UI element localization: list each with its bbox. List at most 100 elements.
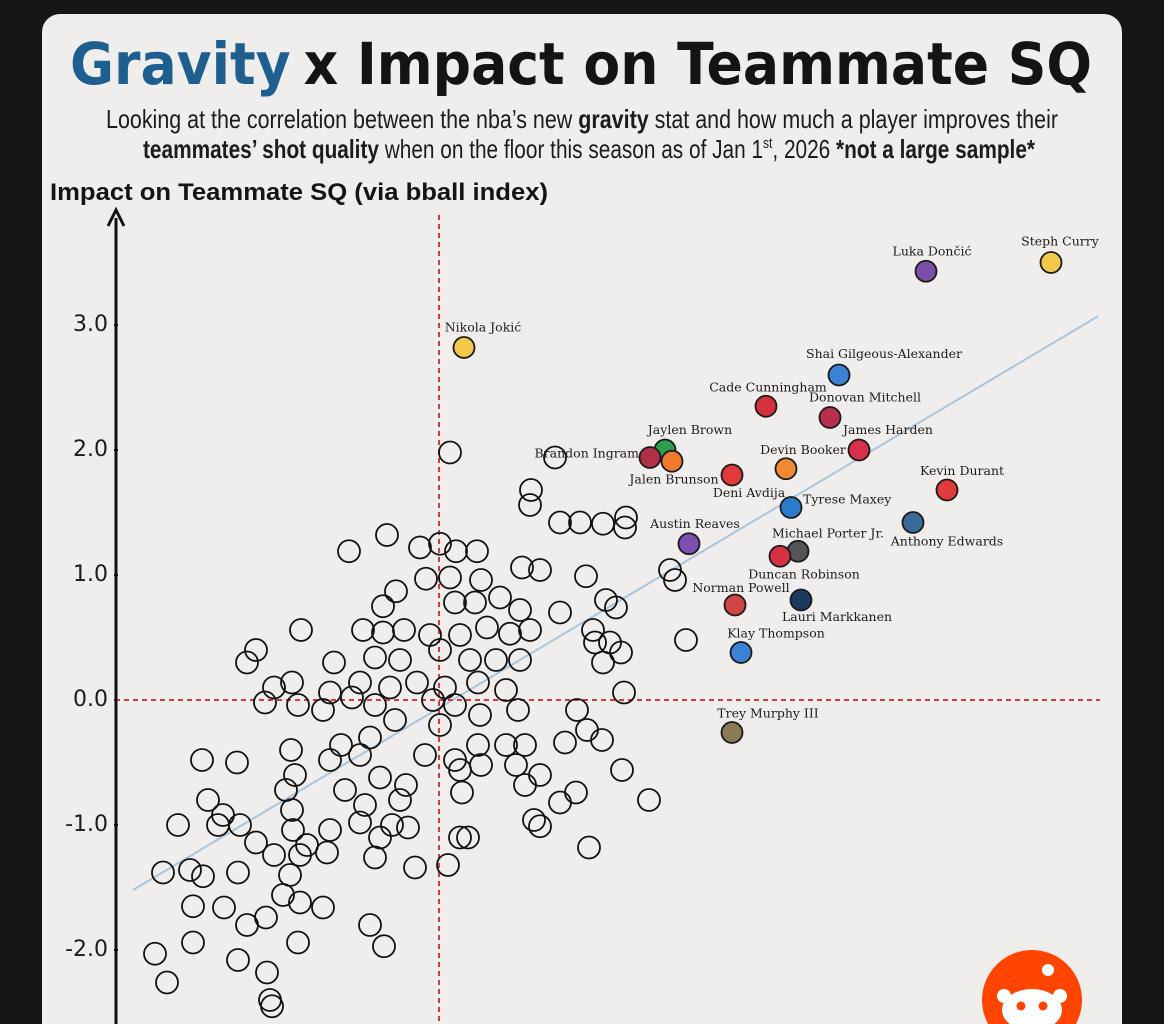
player-point [244,830,268,855]
player-point [468,703,492,727]
player-point [508,648,532,672]
player-point [443,590,467,615]
subtitle-line: Looking at the correlation between the n… [106,104,1058,134]
player-point [405,670,429,695]
chart-title: Gravityx Impact on Teammate SQ [70,30,1092,98]
player-point [286,693,310,717]
labeled-player-point [720,721,744,744]
y-tick-label: 1.0 [73,562,108,587]
player-point [428,531,452,556]
player-point [166,813,190,837]
player-point [225,750,249,775]
player-point [333,778,357,802]
player-point [609,640,633,665]
player-point [448,623,472,647]
player-point [433,675,457,700]
player-point [363,645,387,670]
player-point [315,840,339,865]
y-axis-label: Impact on Teammate SQ (via bball index) [50,179,548,206]
player-point [436,853,460,877]
player-point [574,564,598,589]
logo-head [1002,989,1062,1024]
logo-ear [997,989,1011,1003]
player-point [475,615,499,640]
logo-eye [1016,1001,1026,1011]
player-point [280,670,304,695]
labeled-player-point [452,336,476,359]
player-point [581,618,605,642]
plot-area: -2.0 -1.0 0.0 1.0 2.0 3.0 Luka Dončić Steph Cur… [65,215,1100,1024]
player-point [548,600,572,625]
labeled-player-point [789,588,813,612]
player-point [591,650,615,675]
player-point [504,753,528,777]
labeled-player-point [754,394,778,418]
labeled-player-point [677,532,701,556]
player-point [228,813,252,837]
player-point [604,595,628,620]
player-point [384,579,408,604]
player-label: Kevin Durant [920,463,1004,478]
labeled-player-point [774,457,798,481]
player-point [178,858,202,882]
player-label: Steph Curry [1021,234,1100,249]
player-label: Brandon Ingram [535,446,640,461]
player-point [466,670,490,695]
y-tick-label: 2.0 [73,437,108,462]
player-point [450,780,474,805]
player-point [463,590,487,615]
player-point [288,890,312,915]
player-point [255,960,279,985]
player-point [244,638,268,662]
labeled-player-point [827,363,851,387]
subtitle-bold: teammates’ shot quality [143,134,379,164]
player-point [155,970,179,995]
player-point [568,510,592,535]
player-point [375,523,399,547]
player-point [358,725,382,750]
player-point [260,994,284,1019]
player-label: Donovan Mitchell [809,390,921,405]
player-point [438,565,462,590]
logo-ear [1053,989,1067,1003]
player-point [388,788,412,812]
player-point [513,733,537,757]
player-point [281,818,305,842]
player-label: Deni Avdija [713,485,786,500]
player-point [348,743,372,767]
player-point [428,638,452,662]
player-point [351,618,375,642]
player-point [438,440,462,465]
player-point [280,798,304,822]
labeled-player-point [935,478,959,502]
labeled-player-point [720,463,744,487]
player-point [318,748,342,772]
title-rest: x Impact on Teammate SQ [304,30,1092,98]
player-point [380,813,404,837]
logo-antenna [1042,964,1054,976]
player-point [311,895,335,920]
y-tick-label: 0.0 [73,687,108,712]
subtitle-text: when on the floor this season as of Jan … [379,134,763,164]
player-point [498,621,522,646]
player-point [494,678,518,702]
player-point [488,585,512,610]
player-label: Trey Murphy III [717,706,819,721]
subtitle-bold: gravity [578,104,649,134]
player-point [368,765,392,790]
player-point [286,930,310,955]
player-point [553,730,577,755]
y-tick-label: 3.0 [73,312,108,337]
player-point [518,493,542,517]
y-tick-label: -1.0 [65,812,108,837]
subtitle-text: stat and how much a player improves thei… [649,104,1059,134]
player-point [337,539,361,564]
player-point [518,618,542,642]
player-point [583,630,607,655]
player-point [372,934,396,959]
player-point [212,895,236,920]
player-point [226,860,250,885]
player-label: Klay Thompson [727,626,825,641]
player-point [484,648,508,672]
